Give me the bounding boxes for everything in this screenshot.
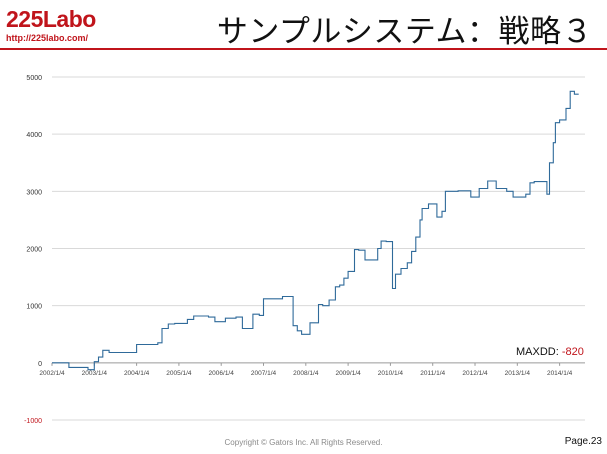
y-tick-label: 3000 (26, 189, 42, 196)
x-tick-label: 2012/1/4 (462, 370, 488, 377)
maxdd-annotation: MAXDD: -820 (516, 346, 584, 358)
equity-series-line (52, 90, 579, 371)
x-tick-label: 2011/1/4 (420, 370, 445, 377)
y-tick-label: 2000 (26, 247, 42, 254)
x-tick-label: 2009/1/4 (335, 370, 361, 377)
x-tick-label: 2002/1/4 (39, 370, 65, 377)
x-tick-label: 2010/1/4 (378, 370, 404, 377)
y-tick-label: 4000 (26, 132, 42, 139)
x-tick-label: 2008/1/4 (293, 370, 319, 377)
x-tick-label: 2007/1/4 (251, 370, 277, 377)
x-tick-label: 2014/1/4 (547, 370, 573, 377)
x-tick-label: 2004/1/4 (124, 370, 150, 377)
maxdd-label: MAXDD: (516, 346, 559, 358)
equity-curve-chart: -1000 0 1000 2000 3000 4000 5000 2002/1/4 2003/1… (24, 75, 585, 425)
maxdd-value: -820 (561, 346, 584, 358)
x-tick-label: 2005/1/4 (166, 370, 192, 377)
y-tick-label: -1000 (24, 418, 42, 425)
y-tick-label: 1000 (26, 304, 42, 311)
logo: 225Labo (6, 6, 96, 32)
logo-url[interactable]: http://225labo.com/ (6, 33, 89, 43)
page-number: Page.23 (564, 436, 602, 447)
header-divider (0, 48, 607, 50)
y-tick-label: 0 (38, 361, 42, 368)
x-tick-label: 2013/1/4 (505, 370, 531, 377)
page-title: サンプルシステム：戦略３ (216, 14, 593, 50)
slide-header: 225Labo http://225labo.com/ サンプルシステム：戦略３ (0, 0, 607, 50)
copyright-text: Copyright © Gators Inc. All Rights Reser… (224, 438, 383, 447)
x-tick-label: 2006/1/4 (209, 370, 235, 377)
y-tick-label: 5000 (26, 75, 42, 82)
x-tick-label: 2003/1/4 (82, 370, 108, 377)
